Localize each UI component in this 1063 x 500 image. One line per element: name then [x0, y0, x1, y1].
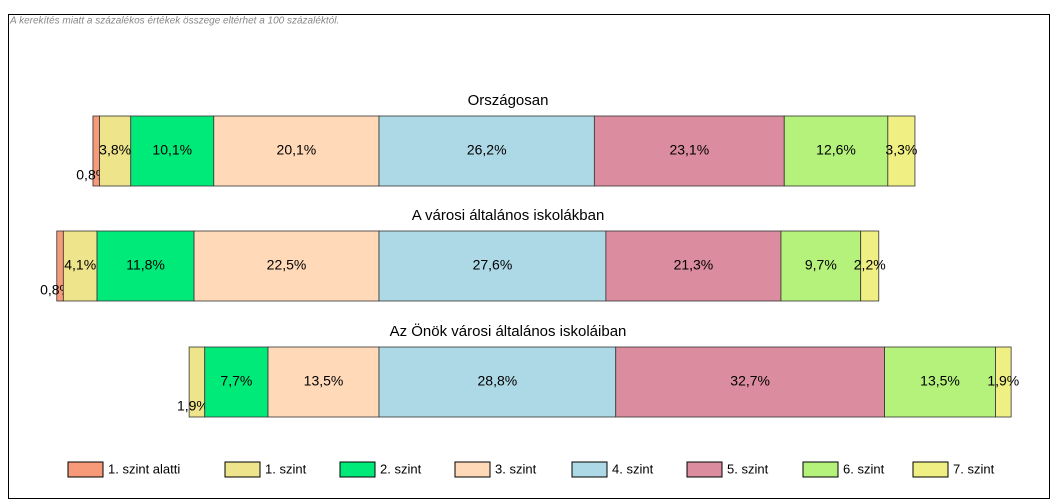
value-label: 1,9%	[177, 398, 209, 414]
legend-label: 3. szint	[495, 461, 537, 476]
frame	[8, 14, 1050, 499]
bar-segment	[62, 230, 98, 302]
bar-title: Országosan	[468, 92, 549, 109]
value-label: 13,5%	[920, 373, 960, 389]
value-label: 10,1%	[152, 142, 192, 158]
bar-title: Az Önök városi általános iskoláiban	[390, 322, 627, 340]
bar-segment	[887, 115, 916, 187]
bar-segment	[213, 115, 380, 187]
value-label: 2,2%	[854, 257, 886, 273]
legend-swatch	[686, 461, 723, 478]
value-label: 4,1%	[64, 257, 96, 273]
value-label: 9,7%	[805, 257, 837, 273]
value-label: 3,3%	[885, 142, 917, 158]
bar-segment	[860, 230, 880, 302]
legend-label: 4. szint	[612, 461, 654, 476]
bar-segment	[783, 115, 889, 187]
bar-segment	[96, 230, 195, 302]
bar-segment	[378, 346, 617, 418]
value-label: 13,5%	[304, 373, 344, 389]
legend-label: 6. szint	[843, 461, 885, 476]
bar-segment	[378, 115, 595, 187]
note: A kerekítés miatt a százalékos értékek ö…	[9, 16, 339, 27]
value-label: 21,3%	[674, 257, 714, 273]
legend-swatch	[224, 461, 261, 478]
bar-segment	[884, 346, 996, 418]
value-label: 20,1%	[277, 142, 317, 158]
value-label: 1,9%	[987, 373, 1019, 389]
legend-label: 1. szint	[265, 461, 307, 476]
legend-swatch	[571, 461, 608, 478]
legend-label: 7. szint	[953, 461, 995, 476]
legend-label: 5. szint	[727, 461, 769, 476]
legend-swatch	[912, 461, 949, 478]
legend-swatch	[339, 461, 376, 478]
bar-segment	[780, 230, 862, 302]
value-label: 32,7%	[730, 373, 770, 389]
value-label: 7,7%	[220, 373, 252, 389]
bar-segment	[605, 230, 782, 302]
value-label: 26,2%	[467, 142, 507, 158]
value-label: 3,8%	[99, 142, 131, 158]
value-label: 27,6%	[473, 257, 513, 273]
legend-label: 2. szint	[380, 461, 422, 476]
value-label: 28,8%	[478, 373, 518, 389]
legend-swatch	[802, 461, 839, 478]
value-label: 22,5%	[267, 257, 307, 273]
bar-title: A városi általános iskolákban	[412, 207, 605, 224]
bar-segment	[378, 230, 607, 302]
value-label: 11,8%	[126, 257, 165, 273]
value-label: 23,1%	[669, 142, 709, 158]
legend-label: 1. szint alatti	[108, 461, 180, 476]
bar-segment	[99, 115, 132, 187]
legend-swatch	[454, 461, 491, 478]
bar-segment	[204, 346, 269, 418]
bar-segment	[267, 346, 380, 418]
value-label: 12,6%	[816, 142, 856, 158]
bar-segment	[615, 346, 885, 418]
bar-segment	[593, 115, 785, 187]
bar-segment	[995, 346, 1012, 418]
legend-swatch	[67, 461, 104, 478]
